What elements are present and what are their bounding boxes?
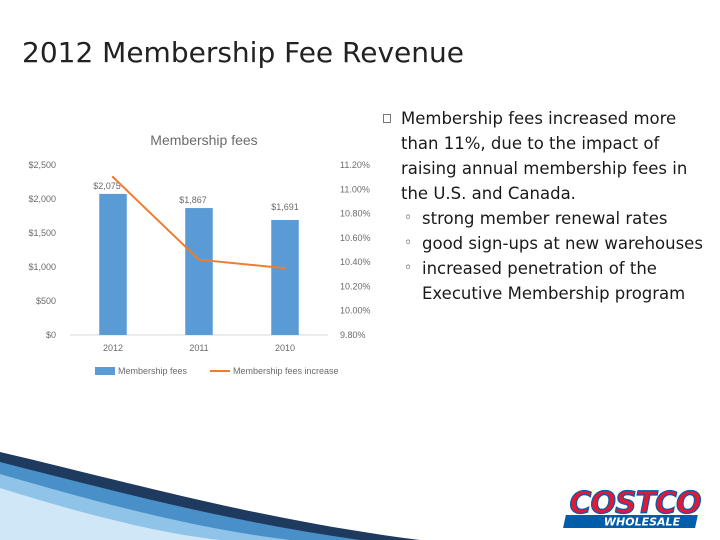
main-bullet-text: Membership fees increased more than 11%,… — [401, 109, 688, 203]
sub-bullet-item: ◦ good sign-ups at new warehouses — [380, 231, 705, 256]
sub-bullet-text: good sign-ups at new warehouses — [422, 234, 703, 253]
y-tick-label: $2,500 — [28, 160, 56, 170]
y-tick-label: $500 — [36, 296, 56, 306]
y2-tick-label: 10.00% — [340, 306, 371, 316]
bar — [185, 208, 213, 335]
bar-data-label: $1,691 — [271, 202, 299, 212]
costco-wholesale-logo: COSTCO WHOLESALE — [563, 486, 703, 529]
line-point — [111, 175, 115, 179]
x-tick-label: 2010 — [275, 343, 295, 353]
square-bullet-icon — [383, 114, 391, 123]
bar — [271, 220, 299, 335]
sub-bullet-text: strong member renewal rates — [422, 209, 668, 228]
x-tick-label: 2011 — [189, 343, 208, 353]
line-point — [283, 267, 287, 270]
y2-tick-label: 10.40% — [340, 257, 371, 267]
decorative-swoosh — [0, 452, 420, 540]
svg-text:WHOLESALE: WHOLESALE — [604, 516, 681, 529]
legend-label: Membership fees increase — [233, 366, 339, 376]
bar — [99, 193, 127, 335]
y-tick-label: $0 — [46, 330, 56, 340]
y-tick-label: $1,500 — [28, 228, 56, 238]
y-tick-label: $1,000 — [28, 262, 56, 272]
ring-bullet-icon: ◦ — [404, 260, 413, 276]
main-bullet: Membership fees increased more than 11%,… — [380, 106, 705, 206]
sub-bullet-list: ◦ strong member renewal rates ◦ good sig… — [380, 206, 705, 306]
chart-title: Membership fees — [150, 132, 257, 148]
ring-bullet-icon: ◦ — [404, 235, 413, 251]
y2-tick-label: 10.60% — [340, 233, 371, 243]
bullet-list: Membership fees increased more than 11%,… — [380, 106, 705, 306]
x-tick-label: 2012 — [103, 343, 123, 353]
membership-fees-chart: Membership fees $0 $500 $1,000 $1,500 $2,000 $… — [20, 120, 380, 390]
chart-svg: Membership fees $0 $500 $1,000 $1,500 $2,000 $… — [28, 132, 371, 376]
sub-bullet-item: ◦ strong member renewal rates — [380, 206, 705, 231]
slide-title: 2012 Membership Fee Revenue — [22, 36, 464, 69]
y2-tick-label: 10.80% — [340, 209, 371, 219]
y2-tick-label: 11.00% — [340, 184, 370, 194]
y2-tick-label: 10.20% — [340, 281, 371, 291]
ring-bullet-icon: ◦ — [404, 210, 413, 226]
bar-data-label: $2,075 — [93, 181, 121, 191]
sub-bullet-item: ◦ increased penetration of the Executive… — [380, 256, 705, 306]
legend-label: Membership fees — [118, 366, 188, 376]
bar-data-label: $1,867 — [179, 195, 207, 205]
legend-swatch-bars — [95, 367, 115, 375]
line-point — [197, 258, 201, 261]
y-tick-label: $2,000 — [28, 194, 56, 204]
y2-tick-label: 9.80% — [340, 330, 366, 340]
y2-tick-label: 11.20% — [340, 160, 370, 170]
sub-bullet-text: increased penetration of the Executive M… — [422, 259, 686, 303]
